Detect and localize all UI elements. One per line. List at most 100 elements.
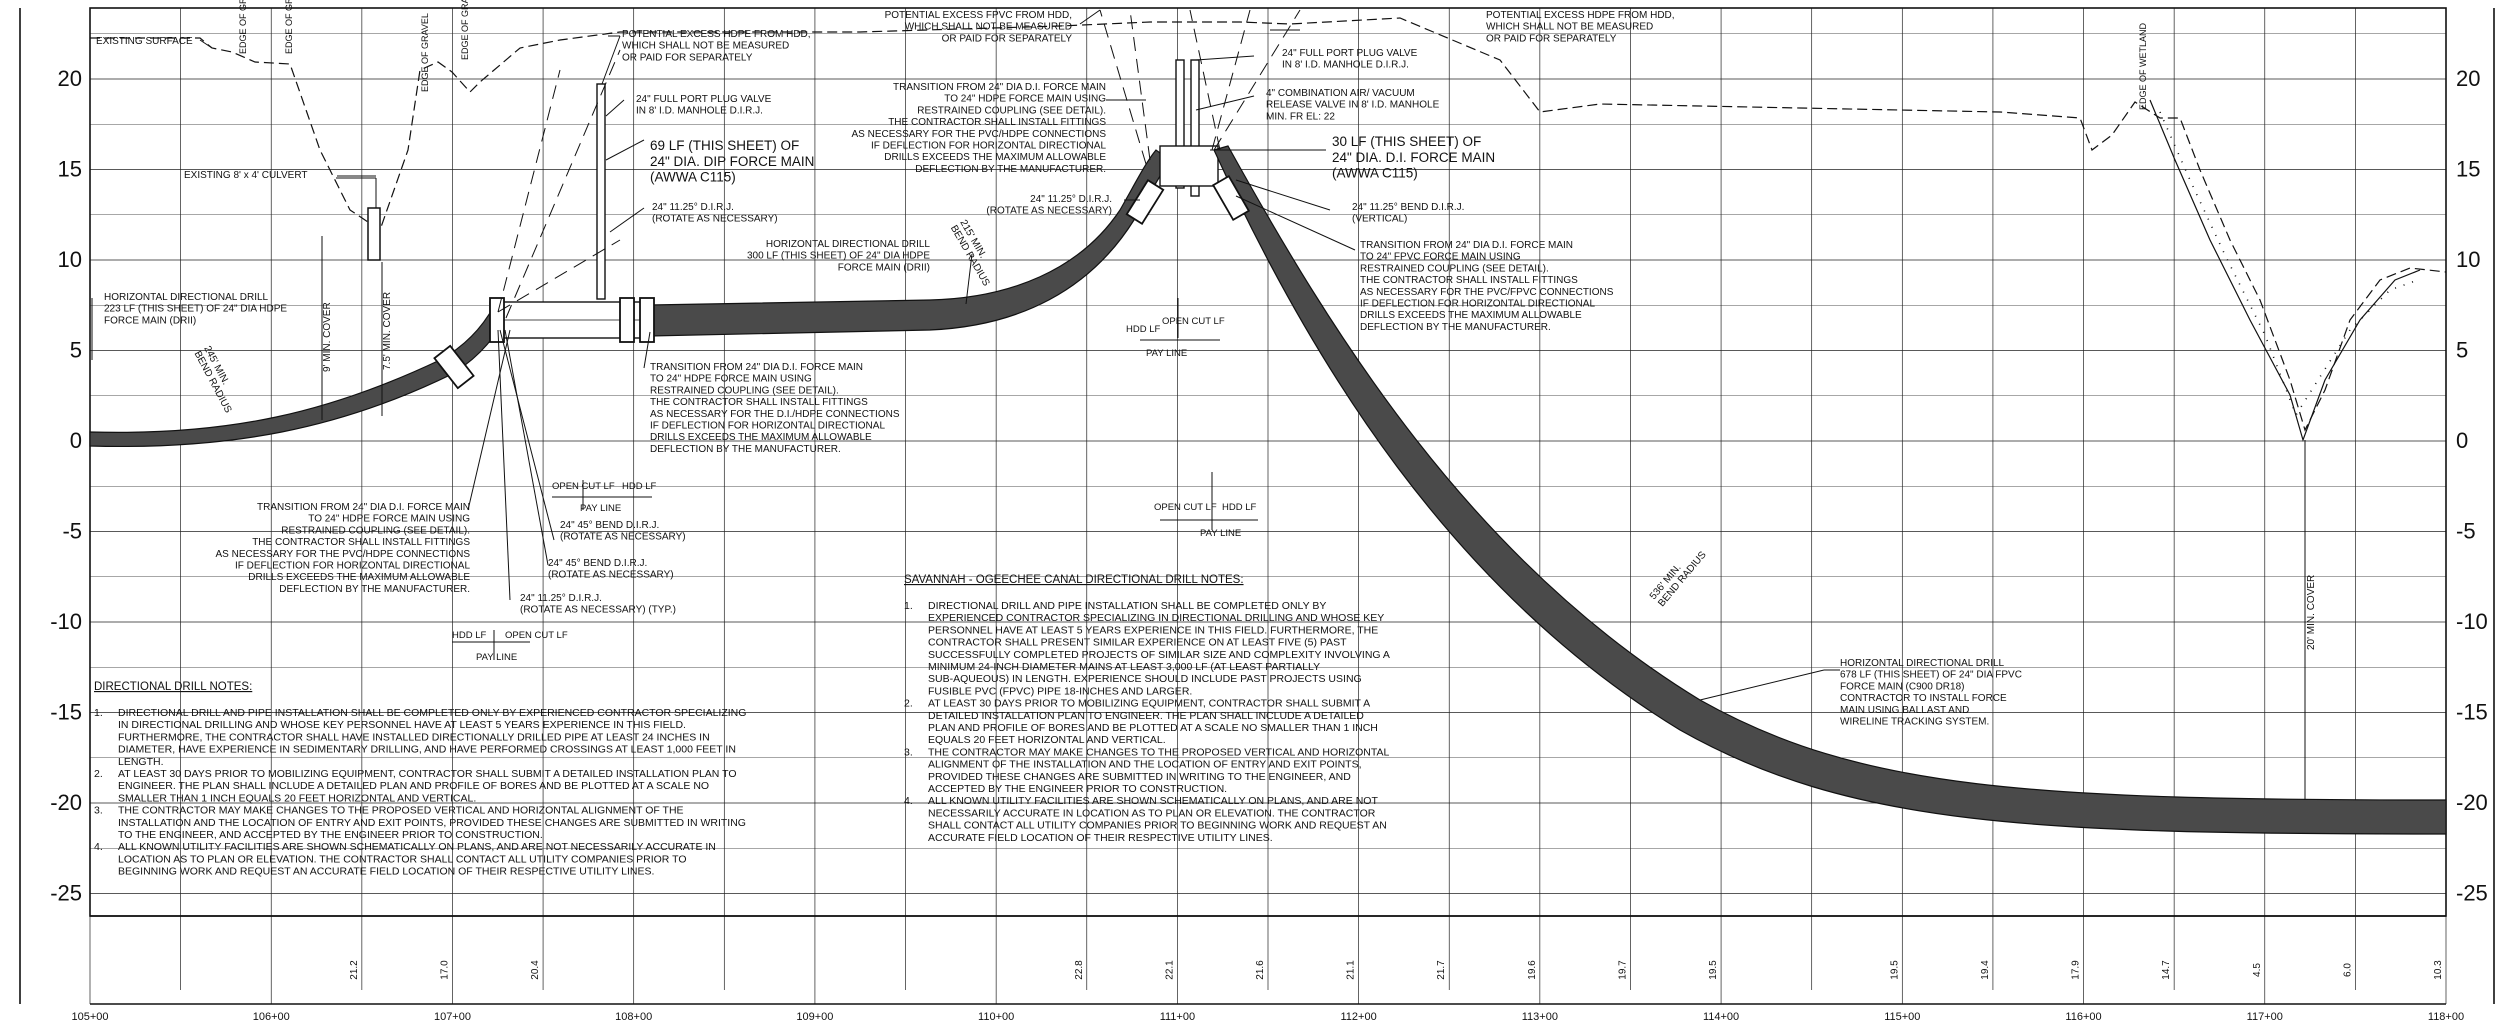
elevation-label: -15	[2456, 700, 2488, 725]
directional-drill-notes: DIRECTIONAL DRILL NOTES: 1. DIRECTIONAL DR…	[94, 681, 746, 878]
callout-excess-hdpe-1: POTENTIAL EXCESS HDPE FROM HDD,	[622, 29, 811, 40]
callout-hdd-right: WIRELINE TRACKING SYSTEM.	[1840, 717, 1989, 728]
station-label: 116+00	[2065, 1011, 2101, 1023]
callout-transition-right: TRANSITION FROM 24" DIA D.I. FORCE MAIN	[1360, 240, 1573, 251]
note-line: FURTHERMORE, THE CONTRACTOR SHALL HAVE I…	[118, 731, 710, 743]
ground-elevation-value: 19.6	[1527, 960, 1538, 980]
callout-transition-left: DRILLS EXCEEDS THE MAXIMUM ALLOWABLE	[248, 572, 470, 583]
elevation-label: 10	[2456, 247, 2480, 272]
note-line: THE CONTRACTOR MAY MAKE CHANGES TO THE P…	[928, 746, 1389, 758]
note-line: THE CONTRACTOR MAY MAKE CHANGES TO THE P…	[118, 805, 684, 817]
wetland-channel	[2149, 99, 2421, 442]
note-line: EXPERIENCED CONTRACTOR SPECIALIZING IN D…	[928, 612, 1384, 624]
callout-dip-69: 24" DIA. DIP FORCE MAIN	[650, 154, 814, 169]
note-line: NECESSARILY ACCURATE IN LOCATION AS TO P…	[928, 807, 1376, 819]
ground-elevation-value: 21.6	[1255, 960, 1266, 980]
pay-line-label: PAY LINE	[580, 503, 621, 514]
canal-directional-drill-notes: SAVANNAH - OGEECHEE CANAL DIRECTIONAL DR…	[904, 574, 1390, 844]
callout-excess-fpvc: WHICH SHALL NOT BE MEASURED	[905, 22, 1072, 33]
note-number: 3.	[904, 746, 913, 758]
note-line: ACCURATE FIELD LOCATION OF THEIR RESPECT…	[928, 832, 1273, 844]
station-labels: 105+00 106+00 107+00 108+00 109+00 110+00 111+…	[71, 1011, 2464, 1023]
note-line: SMALLER THAN 1 INCH EQUALS 20 FEET HORIZ…	[118, 792, 476, 804]
callout-excess-hdpe-2: WHICH SHALL NOT BE MEASURED	[1486, 22, 1653, 33]
note-line: LENGTH.	[118, 756, 164, 768]
callout-transition-left: TRANSITION FROM 24" DIA D.I. FORCE MAIN	[257, 502, 470, 513]
elevation-label: -10	[50, 609, 82, 634]
callout-bend-1125-b: (ROTATE AS NECESSARY) (TYP.)	[520, 605, 676, 616]
note-line: SHALL CONTACT ALL UTILITY COMPANIES PRIO…	[928, 820, 1387, 832]
callout-culvert: EXISTING 8' x 4' CULVERT	[184, 170, 307, 181]
callout-excess-hdpe-2: POTENTIAL EXCESS HDPE FROM HDD,	[1486, 10, 1675, 21]
elevation-label: -20	[2456, 790, 2488, 815]
station-label: 113+00	[1522, 1011, 1558, 1023]
callout-bend-1125-a: 24" 11.25° D.I.R.J.	[652, 202, 734, 213]
callout-edge-of-gravel: EDGE OF GRAVEL	[420, 13, 430, 92]
callout-hdd-left: FORCE MAIN (DRII)	[104, 315, 196, 326]
callout-dip-30: 30 LF (THIS SHEET) OF	[1332, 134, 1481, 149]
elevation-label: 20	[58, 66, 82, 91]
note-line: ACCEPTED BY THE ENGINEER PRIOR TO CONSTR…	[928, 783, 1227, 795]
elevation-labels-right: 20 15 10 5 0 -5 -10 -15 -20 -25	[2456, 66, 2488, 906]
callout-edge-of-gravel: EDGE OF GRAVEL	[238, 0, 248, 54]
callout-air-vacuum: 4" COMBINATION AIR/ VACUUM	[1266, 88, 1415, 99]
callout-transition-top: THE CONTRACTOR SHALL INSTALL FITTINGS	[888, 117, 1106, 128]
ground-elevation-value: 14.7	[2161, 960, 2172, 980]
station-label: 118+00	[2428, 1011, 2464, 1023]
callout-hdd-mid: 300 LF (THIS SHEET) OF 24" DIA HDPE	[747, 251, 930, 262]
elevation-label: -20	[50, 790, 82, 815]
callout-transition-top: DRILLS EXCEEDS THE MAXIMUM ALLOWABLE	[884, 152, 1106, 163]
station-label: 117+00	[2247, 1011, 2283, 1023]
callout-hdd-right: MAIN USING BALLAST AND	[1840, 705, 1969, 716]
callout-edge-of-wetland: EDGE OF WETLAND	[2138, 22, 2148, 110]
callout-transition-right: RESTRAINED COUPLING (SEE DETAIL).	[1360, 263, 1549, 274]
pay-line-label: HDD LF	[1222, 502, 1257, 513]
note-line: INSTALLATION AND THE LOCATION OF ENTRY A…	[118, 817, 746, 829]
callout-annotations: EXISTING SURFACE EXISTING 8' x 4' CULVERT…	[96, 0, 2317, 728]
callout-bend-1125-d: 24" 11.25° BEND D.I.R.J.	[1352, 202, 1464, 213]
callout-transition-right: DRILLS EXCEEDS THE MAXIMUM ALLOWABLE	[1360, 310, 1582, 321]
ground-elevation-value: 6.0	[2342, 963, 2353, 977]
ground-elevation-value: 22.8	[1074, 960, 1085, 980]
station-label: 115+00	[1884, 1011, 1920, 1023]
elevation-label: -25	[2456, 881, 2488, 906]
elevation-label: 0	[70, 428, 82, 453]
callout-dip-30: (AWWA C115)	[1332, 166, 1418, 181]
callout-air-vacuum: RELEASE VALVE IN 8' I.D. MANHOLE	[1266, 100, 1440, 111]
callout-hdd-left: 223 LF (THIS SHEET) OF 24" DIA HDPE	[104, 304, 287, 315]
callout-plug-valve-1: 24" FULL PORT PLUG VALVE	[636, 94, 772, 105]
notes-title: DIRECTIONAL DRILL NOTES:	[94, 681, 252, 693]
pay-line-label: OPEN CUT LF	[1154, 502, 1217, 513]
note-line: CONTRACTOR SHALL PRESENT SIMILAR EXPERIE…	[928, 637, 1347, 649]
note-line: FUSIBLE PVC (FPVC) PIPE 18-INCHES AND LA…	[928, 685, 1192, 697]
note-number: 4.	[94, 841, 103, 853]
pay-line-label: OPEN CUT LF	[1162, 316, 1225, 327]
ground-elevation-value: 17.9	[2071, 960, 2082, 980]
pay-line-label: HDD LF	[452, 630, 487, 641]
note-number: 1.	[94, 707, 103, 719]
callout-min-cover-20: 20' MIN. COVER	[2306, 575, 2317, 650]
pay-line-label: PAY LINE	[1146, 348, 1187, 359]
plug-valve-manhole-left	[596, 83, 606, 300]
note-line: ALL KNOWN UTILITY FACILITIES ARE SHOWN S…	[118, 841, 716, 853]
elevation-label: 5	[2456, 338, 2468, 363]
callout-bend-45-b: 24" 45° BEND D.I.R.J.	[548, 558, 647, 569]
callout-transition-right: THE CONTRACTOR SHALL INSTALL FITTINGS	[1360, 275, 1578, 286]
callout-transition-left: RESTRAINED COUPLING (SEE DETAIL).	[281, 525, 470, 536]
callout-transition-top: IF DEFLECTION FOR HORIZONTAL DIRECTIONAL	[871, 141, 1106, 152]
callout-existing-surface: EXISTING SURFACE	[96, 36, 193, 47]
note-line: EQUALS 20 FEET HORIZONTAL AND VERTICAL.	[928, 734, 1166, 746]
station-label: 110+00	[978, 1011, 1014, 1023]
station-label: 105+00	[71, 1011, 108, 1023]
elevation-label: -5	[2456, 519, 2476, 544]
existing-surface-line	[90, 17, 2447, 432]
callout-min-cover-75: 7.5' MIN. COVER	[382, 292, 393, 370]
callout-bend-45-a: 24" 45° BEND D.I.R.J.	[560, 520, 659, 531]
callout-dip-69: (AWWA C115)	[650, 170, 736, 185]
note-line: DIRECTIONAL DRILL AND PIPE INSTALLATION …	[928, 600, 1326, 612]
ground-elevation-value: 17.0	[439, 960, 450, 980]
callout-bend-1125-d: (VERTICAL)	[1352, 214, 1407, 225]
callout-hdd-left: HORIZONTAL DIRECTIONAL DRILL	[104, 292, 269, 303]
callout-dip-30: 24" DIA. D.I. FORCE MAIN	[1332, 150, 1495, 165]
callout-transition-center: IF DEFLECTION FOR HORIZONTAL DIRECTIONAL	[650, 421, 885, 432]
